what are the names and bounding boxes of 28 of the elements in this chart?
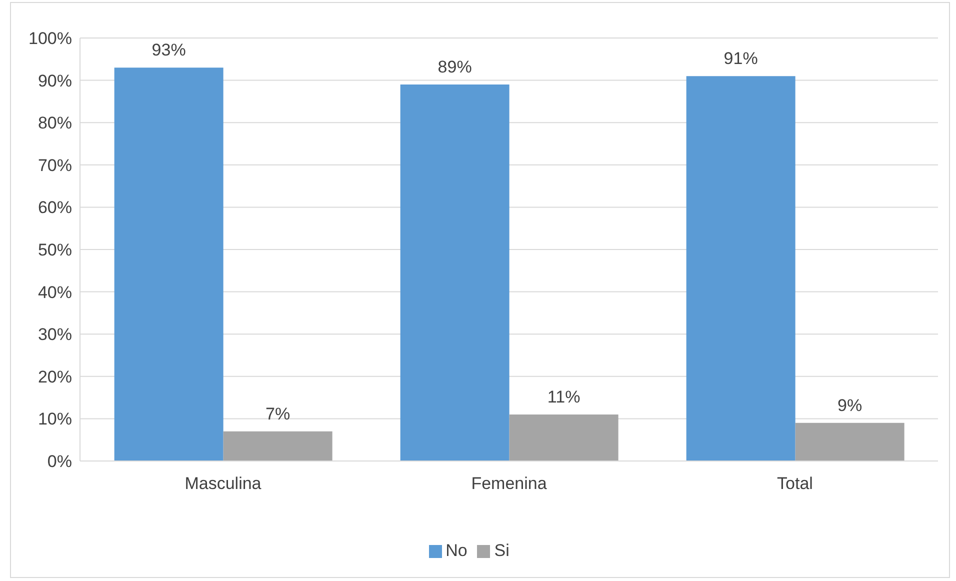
data-label: 7% [266,404,290,424]
data-label: 9% [838,396,862,415]
legend-label: Si [494,541,510,560]
bar [795,422,904,461]
y-tick-label: 60% [38,198,72,218]
y-tick-label: 30% [38,325,72,344]
data-label: 89% [438,58,472,77]
bar [223,431,332,461]
bar [400,84,510,461]
y-tick-label: 80% [38,114,72,133]
y-tick-label: 100% [28,29,72,48]
bar [509,414,618,461]
x-tick-label: Total [777,474,813,494]
data-label: 11% [547,387,580,406]
x-tick-label: Masculina [184,474,262,494]
bar [686,76,796,461]
y-tick-label: 0% [47,452,72,472]
y-tick-label: 50% [38,240,72,260]
y-tick-label: 40% [38,282,72,302]
data-label: 93% [152,40,186,60]
y-tick-label: 10% [38,410,72,429]
y-tick-label: 70% [38,156,72,175]
data-label: 91% [724,49,758,68]
y-tick-label: 20% [38,367,72,386]
y-tick-label: 90% [38,71,72,90]
bar [114,68,224,461]
x-tick-label: Femenina [471,474,548,494]
legend-label: No [446,541,468,560]
